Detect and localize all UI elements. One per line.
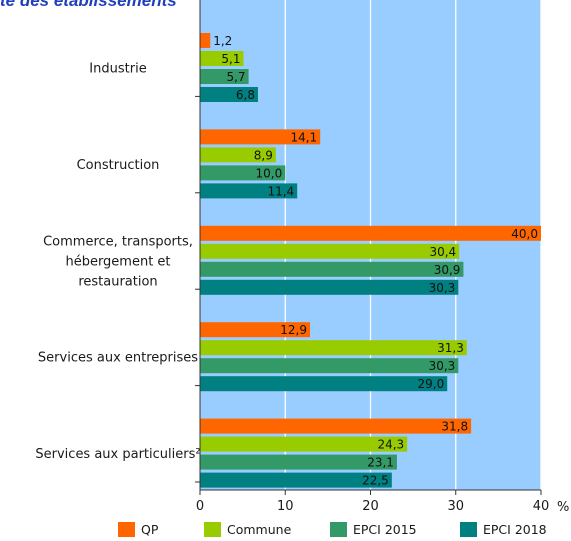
bar-qp-0: [200, 33, 211, 48]
x-tick-label: 30: [447, 499, 464, 514]
value-label: 12,9: [280, 323, 307, 337]
value-label: 8,9: [254, 148, 273, 162]
bar-commune-3: [200, 340, 467, 356]
bar-epci-2018-2: [200, 279, 459, 295]
value-label: 14,1: [290, 130, 317, 144]
value-label: 6,8: [236, 88, 255, 102]
category-label: Construction: [77, 158, 160, 173]
legend-label: Commune: [227, 522, 292, 537]
x-axis-unit: %: [557, 500, 569, 515]
bar-qp-4: [200, 418, 472, 434]
category-labels: Industrie Construction Commerce, transport…: [35, 62, 200, 463]
value-label: 30,3: [429, 281, 456, 295]
bar-epci-2018-3: [200, 376, 448, 392]
category-label: Services aux particuliers²: [35, 447, 200, 462]
plot-area: 1,2 5,1 5,7 6,8 14,1 8,9 10,0 11,4 40,0 30,4 30,9 3…: [200, 0, 542, 490]
legend-label: EPCI 2015: [353, 522, 417, 537]
bar-epci-2018-4: [200, 472, 392, 488]
legend-swatch-epci-2018: [460, 522, 477, 537]
category-label: Industrie: [89, 62, 146, 77]
bar-epci-2015-4: [200, 454, 397, 470]
legend-swatch-qp: [118, 522, 135, 537]
value-label: 11,4: [267, 184, 294, 198]
legend-label: QP: [141, 522, 159, 537]
bar-epci-2015-1: [200, 165, 286, 181]
value-label: 24,3: [377, 438, 404, 452]
category-label: Services aux entreprises: [38, 351, 198, 366]
bar-epci-2018-0: [200, 87, 258, 102]
value-label: 5,7: [226, 70, 245, 84]
x-tick-label: 20: [362, 499, 379, 514]
value-label: 22,5: [362, 474, 389, 488]
bar-qp-3: [200, 322, 310, 338]
category-label: Commerce, transports, hébergement et resta…: [43, 234, 193, 289]
value-label: 29,0: [418, 377, 445, 391]
bar-epci-2015-3: [200, 358, 459, 374]
value-label: 40,0: [511, 227, 538, 241]
value-label: 30,9: [434, 263, 461, 277]
value-label: 23,1: [367, 456, 394, 470]
bar-qp-1: [200, 129, 321, 145]
value-label: 31,8: [441, 420, 468, 434]
bar-epci-2018-1: [200, 183, 298, 199]
value-label: 30,3: [429, 359, 456, 373]
value-label: 1,2: [213, 34, 232, 48]
legend: QP Commune EPCI 2015 EPCI 2018: [118, 522, 547, 537]
value-label: 31,3: [437, 341, 464, 355]
legend-swatch-epci-2015: [330, 522, 347, 537]
chart-title: te des établissements: [0, 0, 177, 10]
x-tick-label: 10: [277, 499, 294, 514]
x-axis: 0 10 20 30 40%: [195, 0, 569, 515]
bar-epci-2015-0: [200, 69, 249, 84]
x-tick-label: 40: [533, 499, 550, 514]
bar-commune-2: [200, 243, 460, 259]
bar-commune-4: [200, 436, 408, 452]
bar-commune-1: [200, 147, 276, 163]
bar-epci-2015-2: [200, 261, 464, 277]
legend-label: EPCI 2018: [483, 522, 547, 537]
value-label: 10,0: [256, 166, 283, 180]
legend-swatch-commune: [204, 522, 221, 537]
value-label: 30,4: [429, 245, 456, 259]
bar-qp-2: [200, 225, 541, 241]
value-label: 5,1: [221, 52, 240, 66]
x-tick-label: 0: [196, 499, 204, 514]
bar-commune-0: [200, 51, 244, 66]
